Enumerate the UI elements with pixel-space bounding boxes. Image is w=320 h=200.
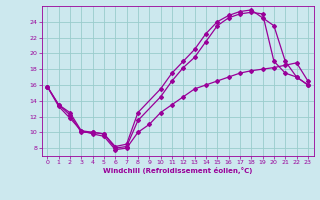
X-axis label: Windchill (Refroidissement éolien,°C): Windchill (Refroidissement éolien,°C) bbox=[103, 167, 252, 174]
